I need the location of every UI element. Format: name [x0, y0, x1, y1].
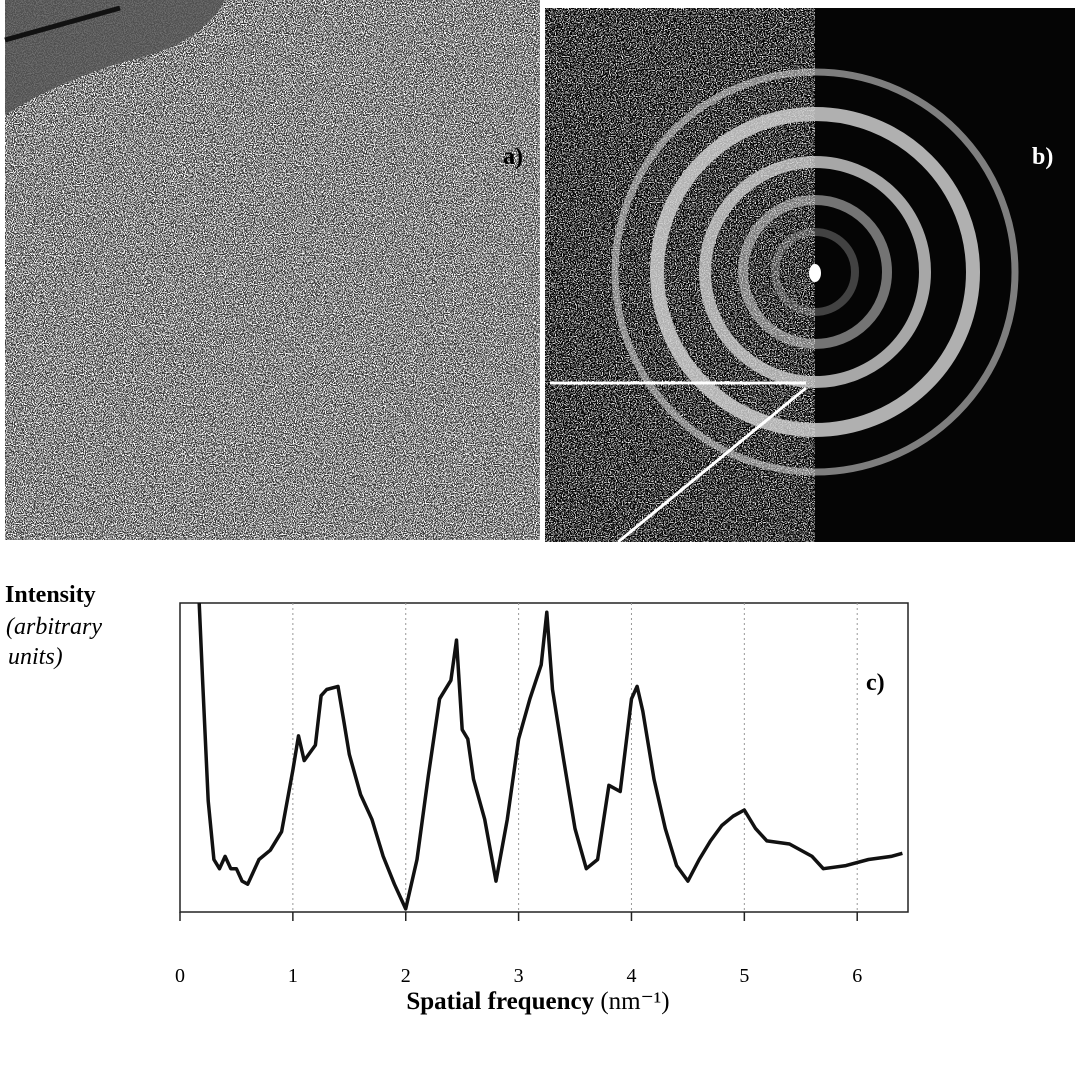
chart: 0 1 2 3 4 5 6	[175, 602, 903, 987]
panel-label: c)	[866, 670, 885, 696]
data-line	[197, 602, 903, 911]
x-axis-label: Spatial frequency	[406, 988, 595, 1015]
micrograph-a: a)	[4, 0, 540, 540]
x-tick-label: 1	[288, 965, 298, 987]
x-tick-label: 0	[175, 965, 185, 987]
x-axis-unit: (nm⁻¹)	[600, 988, 670, 1015]
x-tick-label: 3	[514, 965, 524, 987]
panel-label: b)	[1032, 144, 1053, 170]
y-axis-label: Intensity	[5, 582, 96, 608]
plot-frame	[179, 602, 909, 913]
x-tick-label: 2	[401, 965, 411, 987]
diffraction-b: b)	[545, 8, 1075, 542]
panel-label: a)	[503, 144, 523, 170]
x-tick-label: 6	[852, 965, 862, 987]
x-axis-title: Spatial frequency (nm⁻¹)	[0, 986, 1076, 1016]
y-axis-unit: (arbitrary units)	[6, 614, 102, 670]
x-tick-label: 4	[626, 965, 636, 987]
x-tick-label: 5	[739, 965, 749, 987]
